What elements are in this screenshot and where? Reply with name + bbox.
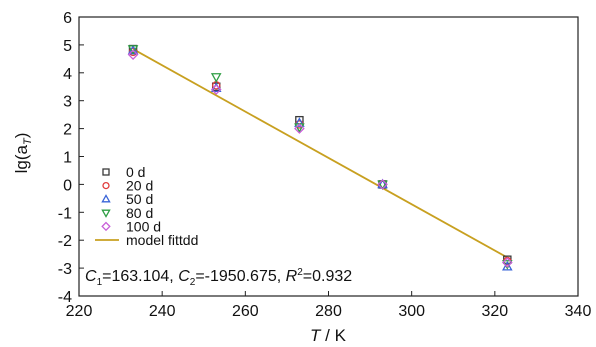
- legend-label: 0 d: [126, 164, 145, 180]
- x-tick-label: 280: [315, 303, 342, 320]
- x-tick-label: 240: [149, 303, 176, 320]
- x-tick-label: 300: [398, 303, 425, 320]
- y-tick-label: -4: [58, 289, 72, 306]
- data-point-series-4: [127, 49, 139, 60]
- y-tick-label: 5: [63, 38, 72, 55]
- y-tick-label: 4: [63, 66, 72, 83]
- legend-marker: [102, 181, 110, 190]
- y-tick-label: 2: [63, 122, 72, 139]
- data-point-series-2: [502, 260, 513, 271]
- x-tick-label: 340: [565, 303, 592, 320]
- data-point-series-4: [501, 257, 513, 268]
- y-tick-label: 6: [63, 10, 72, 27]
- data-point-series-3: [377, 180, 388, 191]
- data-point-series-3: [210, 73, 222, 83]
- legend-label: 20 d: [126, 178, 153, 194]
- x-axis-label: T / K: [310, 326, 347, 345]
- data-point-series-4: [294, 123, 305, 134]
- y-tick-label: -1: [58, 205, 72, 222]
- legend-label: model fittdd: [126, 232, 198, 248]
- plot-frame: [78, 16, 579, 297]
- points-layer: [127, 44, 513, 271]
- legend-label: 100 d: [126, 218, 161, 234]
- legend-label: 80 d: [126, 205, 153, 221]
- y-axis-label: lg(aT): [12, 133, 34, 174]
- y-tick-label: 1: [63, 150, 72, 167]
- y-tick-label: 0: [63, 177, 72, 194]
- y-tick-label: -2: [58, 233, 72, 250]
- x-tick-label: 260: [232, 303, 259, 320]
- fit-line-layer: [132, 48, 508, 259]
- plot-border: [78, 16, 579, 297]
- data-point-series-2: [294, 117, 305, 127]
- fit-line: [132, 48, 508, 259]
- legend-marker: [101, 194, 111, 203]
- y-axis-ticks: -4 -3 -2 -1 0 1 2 3 4 5 6: [58, 10, 84, 306]
- data-point-series-3: [127, 45, 139, 55]
- y-tick-label: 3: [63, 94, 72, 111]
- fit-equation: C1=163.104, C2=-1950.675, R2=0.932: [85, 267, 352, 288]
- x-tick-label: 220: [66, 303, 93, 320]
- legend-marker: [101, 209, 111, 218]
- x-axis-ticks: 220 240 260 280 300 320 340: [66, 291, 592, 320]
- data-point-series-4: [210, 84, 222, 95]
- legend-marker: [101, 221, 111, 232]
- x-tick-label: 320: [481, 303, 508, 320]
- legend-marker: [102, 168, 110, 176]
- legend-label: 50 d: [126, 191, 153, 207]
- y-tick-label: -3: [58, 261, 72, 278]
- data-point-series-4: [377, 179, 388, 190]
